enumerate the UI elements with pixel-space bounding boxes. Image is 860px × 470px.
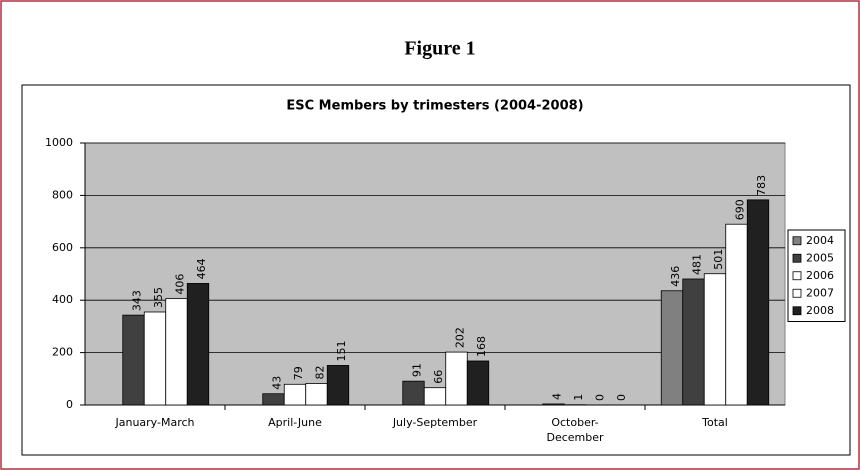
data-label: 151 [335, 340, 348, 361]
data-label: 82 [314, 366, 327, 380]
data-label: 66 [432, 370, 445, 384]
data-label: 79 [292, 366, 305, 380]
chart-title: ESC Members by trimesters (2004-2008) [286, 99, 583, 114]
legend-swatch [792, 306, 802, 316]
data-label: 1 [572, 394, 585, 401]
data-label: 406 [174, 274, 187, 295]
y-tick-label: 400 [52, 293, 73, 306]
legend-label: 2004 [806, 234, 834, 247]
bar [262, 393, 285, 406]
data-label: 464 [195, 258, 208, 279]
y-tick-label: 200 [52, 346, 73, 359]
y-tick-label: 800 [52, 188, 73, 201]
legend-swatch [792, 271, 802, 281]
x-tick-label: April-June [268, 416, 322, 429]
x-tick-label: July-September [392, 416, 478, 429]
y-tick-label: 600 [52, 241, 73, 254]
bar [283, 383, 307, 406]
legend-label: 2006 [806, 269, 834, 282]
data-label: 355 [152, 287, 165, 308]
data-label: 168 [475, 336, 488, 357]
x-tick-label: January-March [114, 416, 194, 429]
data-label: 0 [615, 394, 628, 401]
bar [143, 311, 167, 406]
bar [165, 298, 188, 406]
bar [682, 278, 705, 406]
bar [703, 273, 727, 406]
y-tick-label: 1000 [45, 136, 73, 149]
legend-label: 2008 [806, 304, 834, 317]
legend-swatch [792, 288, 802, 298]
legend-label: 2005 [806, 251, 834, 264]
data-label: 343 [131, 290, 144, 311]
legend-label: 2007 [806, 286, 834, 299]
data-label: 501 [712, 249, 725, 270]
bar [326, 365, 350, 406]
data-label: 91 [411, 363, 424, 377]
bar [746, 199, 770, 406]
data-label: 43 [271, 376, 284, 390]
figure-title: Figure 1 [404, 38, 475, 60]
bar [186, 283, 210, 406]
data-label: 783 [755, 175, 768, 196]
x-tick-label: Total [701, 416, 728, 429]
bar [542, 403, 565, 406]
bar [423, 387, 447, 406]
bar [466, 360, 490, 406]
y-tick-label: 0 [66, 398, 73, 411]
bar [445, 351, 468, 406]
data-label: 481 [691, 254, 704, 275]
bar [402, 380, 425, 406]
bar [725, 223, 748, 406]
legend-swatch [792, 253, 802, 263]
data-label: 202 [454, 327, 467, 348]
x-tick-label: October-December [546, 416, 604, 444]
bar [122, 314, 145, 406]
data-label: 0 [594, 394, 607, 401]
legend-swatch [792, 236, 802, 246]
data-label: 4 [551, 393, 564, 400]
bar [305, 383, 328, 406]
data-label: 690 [734, 199, 747, 220]
data-label: 436 [669, 266, 682, 287]
bar [660, 290, 684, 406]
